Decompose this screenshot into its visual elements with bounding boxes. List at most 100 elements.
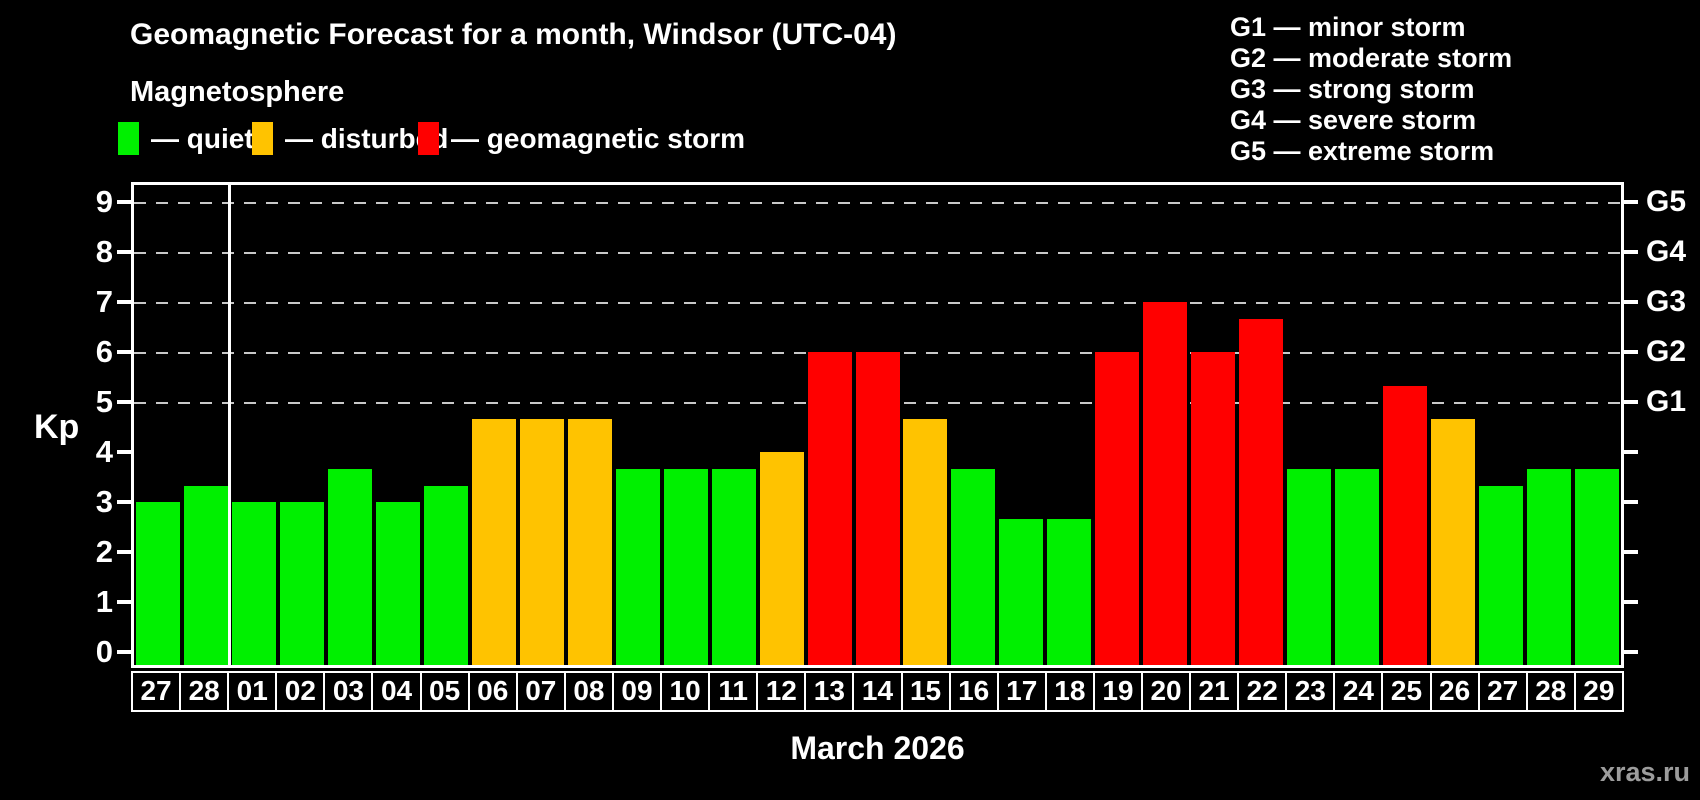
date-cell-17: 16 (948, 671, 999, 712)
storm-scale-legend: G1 — minor storm G2 — moderate storm G3 — … (1230, 12, 1512, 167)
date-axis: 27 28 01 02 03 04 05 06 07 08 09 10 11 12 13 14 15 16 17 18… (131, 671, 1624, 712)
date-cell-6: 05 (419, 671, 470, 712)
magnetosphere-subtitle: Magnetosphere (130, 76, 345, 108)
kp-bar-day-24 (1335, 468, 1380, 665)
legend-swatch-storm (418, 122, 439, 155)
kp-bar-day-19 (1095, 352, 1140, 665)
kp-bar-day-01 (231, 502, 276, 665)
kp-bar-day-28 (1527, 468, 1572, 665)
kp-bar-day-09 (615, 468, 660, 665)
kp-tick-left-0 (117, 650, 131, 654)
kp-tick-left-2 (117, 550, 131, 554)
date-cell-2: 01 (227, 671, 278, 712)
watermark: xras.ru (1599, 757, 1690, 787)
kp-bar-day-04 (375, 502, 420, 665)
storm-scale-line-g5: G5 — extreme storm (1230, 136, 1495, 166)
date-cell-14: 13 (804, 671, 855, 712)
kp-tick-label-3: 3 (95, 484, 113, 519)
g-axis-label-g2: G2 (1646, 335, 1687, 368)
date-cell-1: 28 (179, 671, 230, 712)
kp-tick-label-2: 2 (95, 534, 113, 569)
kp-tick-right-6 (1624, 350, 1638, 354)
kp-bar-day-29 (1575, 468, 1620, 665)
kp-tick-label-7: 7 (95, 284, 113, 319)
date-cell-24: 23 (1285, 671, 1336, 712)
kp-tick-right-7 (1624, 300, 1638, 304)
kp-tick-label-6: 6 (95, 334, 113, 369)
kp-tick-label-4: 4 (95, 434, 113, 469)
kp-bar-day-03 (327, 468, 372, 665)
kp-bar-day-15 (903, 418, 948, 665)
kp-tick-left-9 (117, 200, 131, 204)
date-cell-27: 26 (1429, 671, 1480, 712)
kp-bar-day-16 (951, 468, 996, 665)
kp-tick-label-9: 9 (95, 184, 113, 219)
legend-item-quiet: — quiet (118, 122, 254, 155)
storm-scale-line-g3: G3 — strong storm (1230, 74, 1475, 104)
kp-bar-day-06 (471, 418, 516, 665)
g-axis-label-g5: G5 (1646, 185, 1687, 218)
date-cell-23: 22 (1237, 671, 1288, 712)
date-cell-21: 20 (1140, 671, 1192, 712)
date-cell-8: 07 (515, 671, 566, 712)
date-cell-19: 18 (1044, 671, 1095, 712)
gridline-kp9 (134, 202, 1621, 204)
kp-bar-day-08 (567, 418, 612, 665)
g-axis-label-g1: G1 (1646, 385, 1687, 418)
kp-tick-right-0 (1624, 650, 1638, 654)
date-cell-26: 25 (1381, 671, 1432, 712)
kp-tick-left-8 (117, 250, 131, 254)
kp-tick-label-1: 1 (95, 584, 113, 619)
kp-bar-day-22 (1239, 318, 1284, 665)
kp-bar-day-10 (663, 468, 708, 665)
kp-bar-day-13 (807, 352, 852, 665)
storm-scale-line-g2: G2 — moderate storm (1230, 43, 1513, 73)
kp-bar-day-02 (279, 502, 324, 665)
date-cell-7: 06 (467, 671, 518, 712)
kp-bar-day-17 (999, 518, 1044, 665)
g-axis-label-g3: G3 (1646, 285, 1687, 318)
date-cell-15: 14 (852, 671, 903, 712)
kp-tick-left-6 (117, 350, 131, 354)
legend-label-quiet: — quiet (151, 122, 254, 154)
date-cell-11: 10 (660, 671, 711, 712)
kp-bar-day-25 (1383, 385, 1428, 665)
kp-tick-right-5 (1624, 400, 1638, 404)
kp-tick-right-2 (1624, 550, 1638, 554)
kp-tick-right-4 (1624, 450, 1638, 454)
kp-bar-day-18 (1047, 518, 1092, 665)
legend-label-storm: — geomagnetic storm (451, 122, 746, 154)
kp-tick-left-5 (117, 400, 131, 404)
date-cell-30: 29 (1573, 671, 1624, 712)
kp-tick-left-3 (117, 500, 131, 504)
kp-bar-day-12 (759, 452, 804, 665)
storm-scale-line-g4: G4 — severe storm (1230, 105, 1477, 135)
date-cell-16: 15 (900, 671, 951, 712)
kp-tick-label-0: 0 (95, 634, 113, 669)
page-title: Geomagnetic Forecast for a month, Windso… (130, 18, 897, 51)
kp-bar-day-20 (1143, 302, 1188, 665)
month-label: March 2026 (790, 730, 965, 766)
kp-bar-day-26 (1431, 418, 1476, 665)
kp-bar-day-23 (1287, 468, 1332, 665)
kp-tick-left-4 (117, 450, 131, 454)
g-axis-label-g4: G4 (1646, 235, 1687, 268)
kp-tick-right-9 (1624, 200, 1638, 204)
storm-scale-line-g1: G1 — minor storm (1230, 12, 1466, 42)
color-legend: — quiet — disturbed — geomagnetic storm (0, 122, 1100, 162)
date-cell-0: 27 (131, 671, 182, 712)
kp-axis-title: Kp (34, 408, 80, 446)
legend-item-storm: — geomagnetic storm (418, 122, 745, 155)
date-cell-25: 24 (1333, 671, 1384, 712)
date-cell-3: 02 (275, 671, 326, 712)
legend-swatch-disturbed (252, 122, 273, 155)
date-cell-18: 17 (996, 671, 1047, 712)
gridline-kp7 (134, 302, 1621, 304)
date-cell-12: 11 (708, 671, 759, 712)
month-separator (228, 185, 232, 665)
kp-tick-left-1 (117, 600, 131, 604)
kp-bar-day-27 (1479, 485, 1524, 665)
date-cell-20: 19 (1092, 671, 1143, 712)
kp-bar-day-14 (855, 352, 900, 665)
